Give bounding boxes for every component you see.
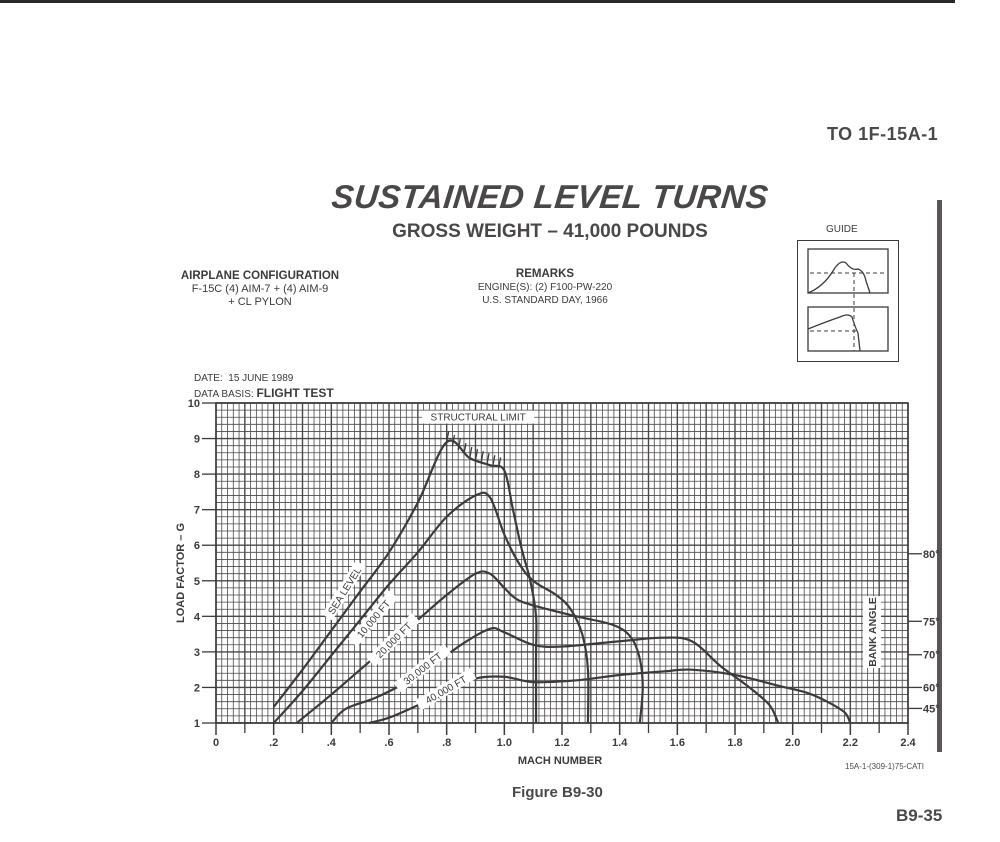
x-tick-label: .2	[269, 737, 278, 749]
bank-angle-label: BANK ANGLE	[867, 597, 879, 667]
x-tick-label: 1.2	[554, 737, 569, 749]
data-basis-label: DATA BASIS:	[194, 389, 254, 400]
axes: 0 .2 .4 .6 .8 1.0 1.2 1.4 1.6 1.8 2.0 2.2 2.4 1 2 3 4 5 6 7…	[175, 398, 940, 749]
page-top-rule	[0, 0, 955, 3]
y-tick-label: 2	[194, 682, 200, 694]
y-tick-label: 7	[194, 505, 200, 517]
airplane-configuration: AIRPLANE CONFIGURATION F-15C (4) AIM-7 +…	[175, 270, 345, 309]
y-tick-label: 1	[194, 718, 200, 730]
bank-angle-tick: 80°	[923, 549, 940, 561]
x-tick-label: 1.8	[727, 737, 742, 749]
altitude-curve	[272, 439, 538, 723]
data-basis-value: FLIGHT TEST	[256, 386, 334, 400]
structural-limit-label: STRUCTURAL LIMIT	[431, 413, 526, 424]
x-tick-label: .6	[384, 737, 393, 749]
y-tick-label: 8	[194, 469, 200, 481]
y-tick-label: 6	[194, 540, 200, 552]
guide-diagram	[797, 240, 899, 362]
y-tick-label: 3	[194, 647, 200, 659]
altitude-curve	[330, 626, 780, 724]
chart-grid	[215, 402, 909, 724]
bank-angle-tick: 60°	[923, 682, 940, 694]
guide-label: GUIDE	[826, 224, 858, 235]
y-tick-label: 10	[188, 398, 200, 410]
date-label: DATE:	[194, 373, 223, 384]
x-tick-label: 1.4	[612, 737, 628, 749]
guide-diagram-icon	[807, 248, 889, 352]
x-axis-label: MACH NUMBER	[517, 755, 603, 767]
remarks-line-2: U.S. STANDARD DAY, 1966	[482, 295, 608, 306]
remarks: REMARKS ENGINE(S): (2) F100-PW-220 U.S. …	[460, 268, 630, 307]
x-tick-label: 1.6	[670, 737, 685, 749]
y-tick-label: 4	[194, 611, 201, 623]
page-number: B9-35	[896, 806, 943, 825]
bank-angle-tick: 70°	[923, 650, 940, 662]
y-axis-label: LOAD FACTOR – G	[175, 523, 187, 623]
remarks-heading: REMARKS	[515, 268, 575, 280]
page-right-rule	[937, 200, 942, 752]
x-tick-label: 0	[213, 737, 219, 749]
catalog-id: 15A-1-(309-1)75-CATI	[845, 762, 924, 771]
bank-angle-tick: 75°	[923, 616, 940, 628]
y-tick-label: 5	[194, 576, 200, 588]
x-tick-label: 2.2	[843, 737, 858, 749]
y-tick-label: 9	[194, 434, 200, 446]
configuration-heading: AIRPLANE CONFIGURATION	[180, 270, 340, 282]
data-info: DATE: 15 JUNE 1989 DATA BASIS: FLIGHT TE…	[194, 372, 334, 402]
chart-subtitle: GROSS WEIGHT – 41,000 POUNDS	[392, 221, 708, 242]
structural-limit-hatch: STRUCTURAL LIMIT	[422, 410, 535, 469]
remarks-line-1: ENGINE(S): (2) F100-PW-220	[477, 282, 613, 293]
document-id: TO 1F-15A-1	[827, 124, 939, 144]
figure-caption: Figure B9-30	[512, 784, 603, 801]
date-value: 15 JUNE 1989	[228, 373, 294, 384]
x-tick-label: .8	[442, 737, 451, 749]
configuration-line-2: + CL PYLON	[228, 296, 292, 308]
bank-angle-tick: 45°	[923, 703, 940, 715]
x-tick-label: 2.0	[785, 737, 800, 749]
x-tick-label: 2.4	[900, 737, 916, 749]
x-tick-label: 1.0	[497, 737, 512, 749]
configuration-line-1: F-15C (4) AIM-7 + (4) AIM-9	[191, 283, 329, 295]
x-tick-label: .4	[327, 737, 337, 749]
